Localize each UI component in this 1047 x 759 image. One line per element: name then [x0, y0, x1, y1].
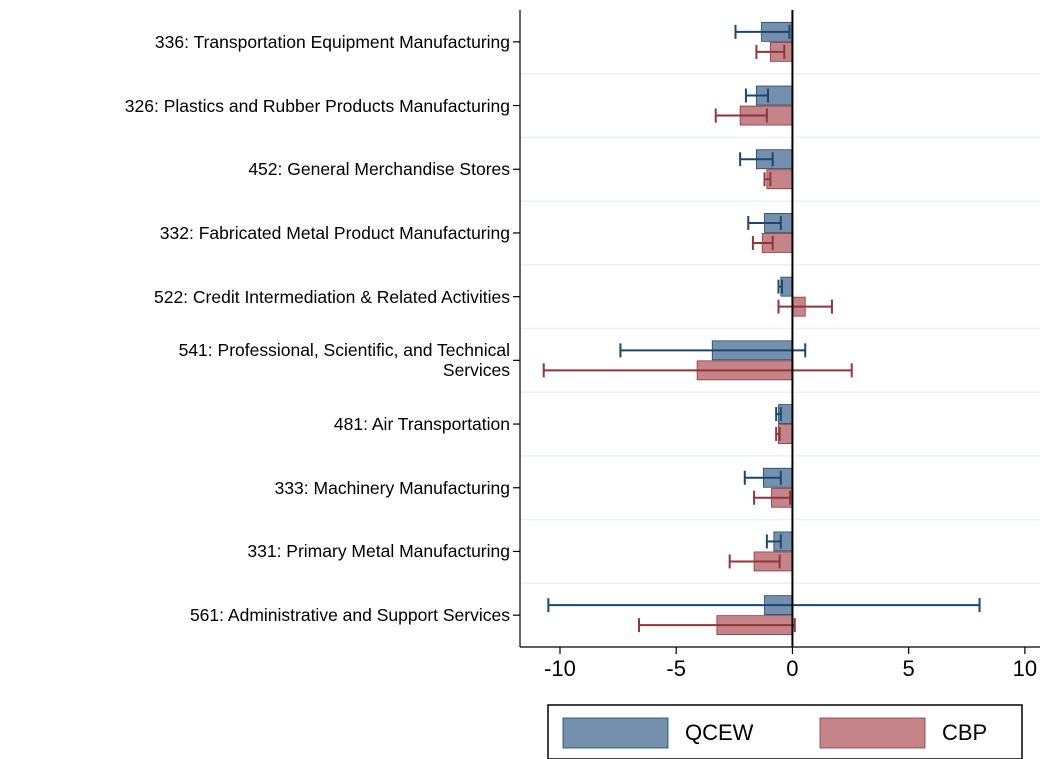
- legend-swatch: [562, 717, 669, 749]
- legend-label: CBP: [942, 720, 987, 745]
- category-label: 333: Machinery Manufacturing: [274, 477, 510, 498]
- x-tick-label: 10: [1013, 656, 1037, 681]
- category-label: 561: Administrative and Support Services: [189, 605, 510, 626]
- x-tick-label: 5: [903, 656, 915, 681]
- category-label: 541: Professional, Scientific, and Techn…: [178, 340, 510, 381]
- x-tick-label: -5: [666, 656, 686, 681]
- category-label: 522: Credit Intermediation & Related Act…: [153, 286, 510, 307]
- x-tick-label: -10: [544, 656, 576, 681]
- x-tick-label: 0: [786, 656, 798, 681]
- category-label: 331: Primary Metal Manufacturing: [247, 541, 510, 562]
- category-label: 452: General Merchandise Stores: [248, 159, 510, 180]
- legend-label: QCEW: [685, 720, 754, 745]
- category-label: 481: Air Transportation: [333, 414, 510, 435]
- category-label: 332: Fabricated Metal Product Manufactur…: [159, 222, 510, 243]
- legend-swatch: [819, 717, 926, 749]
- category-label: 336: Transportation Equipment Manufactur…: [154, 31, 510, 52]
- category-label: 326: Plastics and Rubber Products Manufa…: [124, 95, 510, 116]
